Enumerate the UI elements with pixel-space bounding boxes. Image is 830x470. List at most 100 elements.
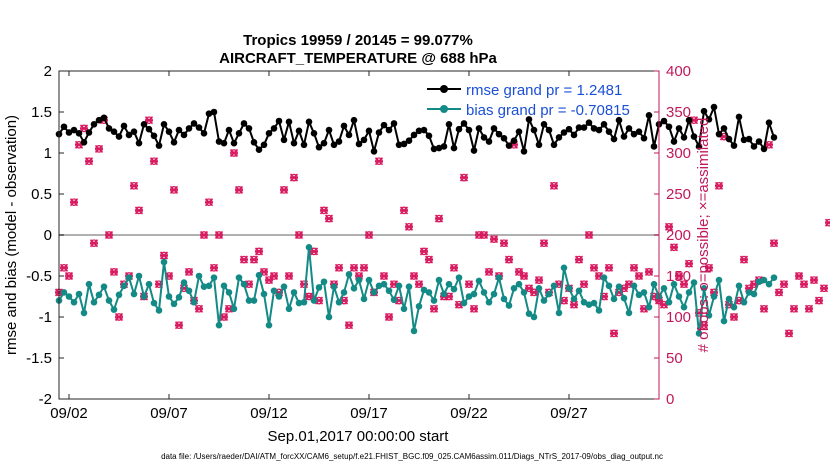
legend: rmse grand pr = 1.2481 bias grand pr = -… (427, 82, 630, 119)
bias-point (620, 294, 628, 302)
rmse-point (420, 126, 428, 134)
obs-assimilated-point (759, 304, 769, 313)
rmse-point (710, 103, 718, 111)
bias-point (60, 289, 68, 296)
rmse-point (85, 129, 93, 136)
bias-point (255, 271, 263, 279)
obs-assimilated-point (684, 259, 694, 268)
rmse-point (650, 143, 658, 150)
rmse-point (760, 145, 768, 153)
rmse-point (210, 108, 218, 116)
bias-point (170, 300, 178, 308)
rmse-point (690, 133, 698, 140)
obs-assimilated-point (459, 173, 469, 182)
rmse-point (350, 116, 358, 124)
bias-point (660, 285, 668, 292)
obs-assimilated-point (409, 271, 419, 281)
rmse-point (575, 124, 583, 131)
rmse-point (255, 146, 263, 154)
bias-point (395, 282, 403, 290)
bias-point (720, 317, 728, 325)
rmse-point (395, 141, 403, 149)
bias-point (80, 309, 88, 317)
obs-assimilated-point (574, 255, 584, 264)
obs-assimilated-point (109, 267, 119, 276)
bias-point (435, 276, 443, 284)
rmse-point (605, 128, 613, 135)
rmse-point (360, 136, 368, 144)
rmse-point (355, 140, 363, 148)
bias-point (355, 276, 363, 284)
y-tick-label: -2 (39, 391, 52, 408)
bias-point (195, 272, 203, 280)
obs-assimilated-point (379, 271, 389, 281)
obs-assimilated-point (359, 263, 369, 272)
rmse-point (675, 125, 683, 132)
bias-point (450, 285, 458, 293)
rmse-point (380, 121, 388, 129)
rmse-point (595, 126, 603, 134)
obs-assimilated-point (569, 300, 579, 309)
bias-point (665, 298, 673, 306)
rmse-point (115, 133, 123, 140)
obs-assimilated-point (59, 263, 69, 272)
rmse-point (260, 141, 268, 149)
rmse-point (490, 125, 498, 132)
bias-point (560, 264, 568, 272)
obs-assimilated-point (324, 214, 334, 223)
rmse-point (410, 131, 418, 139)
rmse-point (425, 132, 433, 140)
bias-point (610, 295, 618, 303)
bias-point (730, 303, 738, 311)
rmse-point (620, 133, 628, 140)
rmse-point (685, 116, 693, 124)
bias-point (70, 298, 78, 306)
obs-assimilated-point (434, 214, 444, 223)
bias-point (85, 280, 93, 288)
bias-point (415, 303, 423, 310)
bias-point (210, 274, 218, 281)
rmse-point (390, 120, 398, 127)
x-axis: 09/02 09/07 09/12 09/17 09/22 09/27 (50, 71, 588, 422)
rmse-point (365, 127, 373, 135)
obs-assimilated-point (604, 263, 614, 272)
bias-point (540, 297, 548, 304)
bias-point (445, 280, 453, 288)
rmse-point (555, 134, 563, 141)
bias-point (325, 313, 333, 321)
rmse-point (60, 123, 68, 131)
bias-point (635, 291, 643, 299)
rmse-point (515, 128, 523, 135)
rmse-point (480, 134, 488, 141)
bias-point (305, 244, 313, 251)
obs-assimilated-point (84, 157, 94, 166)
rmse-point (510, 137, 518, 144)
rmse-point (150, 132, 158, 140)
bias-point (550, 282, 558, 290)
obs-assimilated-point (199, 230, 209, 240)
rmse-point (695, 143, 703, 150)
rmse-point (485, 138, 493, 145)
bias-point (115, 291, 123, 299)
bias-point (680, 303, 688, 311)
x-tick-label: 09/07 (150, 405, 188, 422)
rmse-point (325, 126, 333, 134)
x-tick-label: 09/17 (350, 405, 388, 422)
bias-point (755, 278, 763, 286)
rmse-point (500, 134, 508, 142)
bias-point (175, 294, 183, 301)
bias-point (520, 289, 528, 296)
obs-assimilated-point (129, 181, 139, 190)
bias-point (360, 295, 368, 303)
rmse-point (745, 135, 753, 143)
obs-assimilated-point (319, 206, 329, 215)
obs-assimilated-point (644, 267, 654, 276)
obs-assimilated-point (669, 243, 679, 252)
obs-assimilated-point (539, 239, 549, 248)
rmse-point (245, 125, 253, 132)
rmse-point (535, 141, 543, 149)
y2-tick-label: 0 (666, 391, 674, 408)
rmse-point (220, 139, 228, 147)
obs-assimilated-point (484, 267, 494, 276)
bias-point (145, 280, 153, 288)
